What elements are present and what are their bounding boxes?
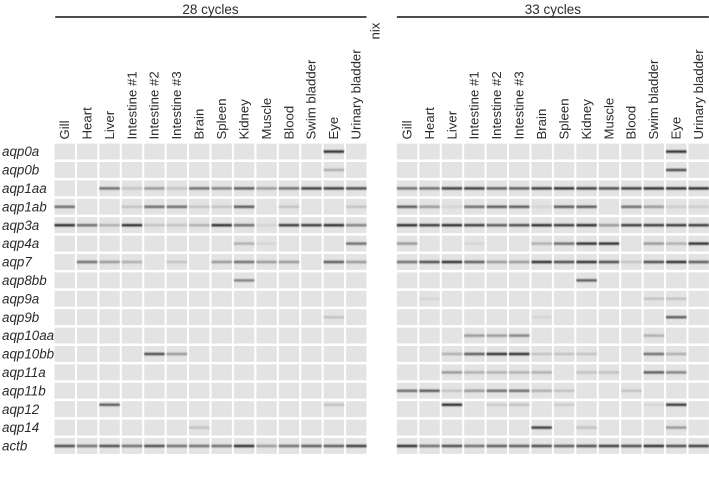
svg-text:Swim bladder: Swim bladder (646, 59, 661, 139)
svg-text:Intestine #2: Intestine #2 (489, 71, 504, 139)
svg-text:aqp12: aqp12 (2, 402, 40, 417)
svg-text:Kidney: Kidney (579, 99, 594, 140)
svg-text:aqp10aa: aqp10aa (2, 328, 54, 343)
svg-text:Muscle: Muscle (259, 98, 274, 140)
svg-text:Intestine #2: Intestine #2 (147, 71, 162, 139)
svg-text:aqp1ab: aqp1ab (2, 199, 47, 214)
svg-text:Blood: Blood (281, 106, 296, 140)
svg-text:Gill: Gill (57, 120, 72, 139)
svg-text:aqp3a: aqp3a (2, 218, 39, 233)
svg-text:Gill: Gill (399, 120, 414, 139)
svg-text:Eye: Eye (669, 117, 684, 140)
svg-text:aqp0a: aqp0a (2, 144, 39, 159)
svg-text:Intestine #3: Intestine #3 (512, 71, 527, 139)
svg-text:Brain: Brain (192, 109, 207, 140)
svg-text:Intestine #3: Intestine #3 (169, 71, 184, 139)
svg-text:aqp11b: aqp11b (2, 383, 46, 398)
svg-text:aqp10bb: aqp10bb (2, 347, 55, 362)
svg-text:Blood: Blood (624, 106, 639, 140)
svg-text:Spleen: Spleen (556, 98, 571, 139)
svg-text:Muscle: Muscle (601, 98, 616, 140)
svg-text:33 cycles: 33 cycles (525, 2, 582, 17)
svg-text:Intestine #1: Intestine #1 (124, 71, 139, 139)
svg-text:Spleen: Spleen (214, 98, 229, 139)
svg-text:nix: nix (368, 22, 383, 39)
svg-text:aqp7: aqp7 (2, 255, 32, 270)
svg-text:Urinary bladder: Urinary bladder (349, 49, 364, 140)
svg-text:Swim bladder: Swim bladder (304, 59, 319, 139)
svg-text:Liver: Liver (444, 110, 459, 139)
svg-text:Heart: Heart (79, 107, 94, 140)
svg-text:Kidney: Kidney (236, 99, 251, 140)
svg-text:aqp9a: aqp9a (2, 291, 39, 306)
svg-text:aqp9b: aqp9b (2, 310, 40, 325)
svg-text:aqp8bb: aqp8bb (2, 273, 47, 288)
svg-text:Liver: Liver (102, 110, 117, 139)
svg-text:aqp11a: aqp11a (2, 365, 46, 380)
svg-text:28 cycles: 28 cycles (182, 2, 239, 17)
svg-text:actb: actb (2, 439, 28, 454)
svg-text:aqp14: aqp14 (2, 420, 39, 435)
svg-text:aqp0b: aqp0b (2, 163, 40, 178)
svg-text:Brain: Brain (534, 109, 549, 140)
svg-text:aqp4a: aqp4a (2, 236, 39, 251)
svg-text:Intestine #1: Intestine #1 (467, 71, 482, 139)
svg-text:Urinary bladder: Urinary bladder (691, 49, 706, 140)
svg-text:aqp1aa: aqp1aa (2, 181, 47, 196)
svg-text:Eye: Eye (326, 117, 341, 140)
svg-text:Heart: Heart (422, 107, 437, 140)
